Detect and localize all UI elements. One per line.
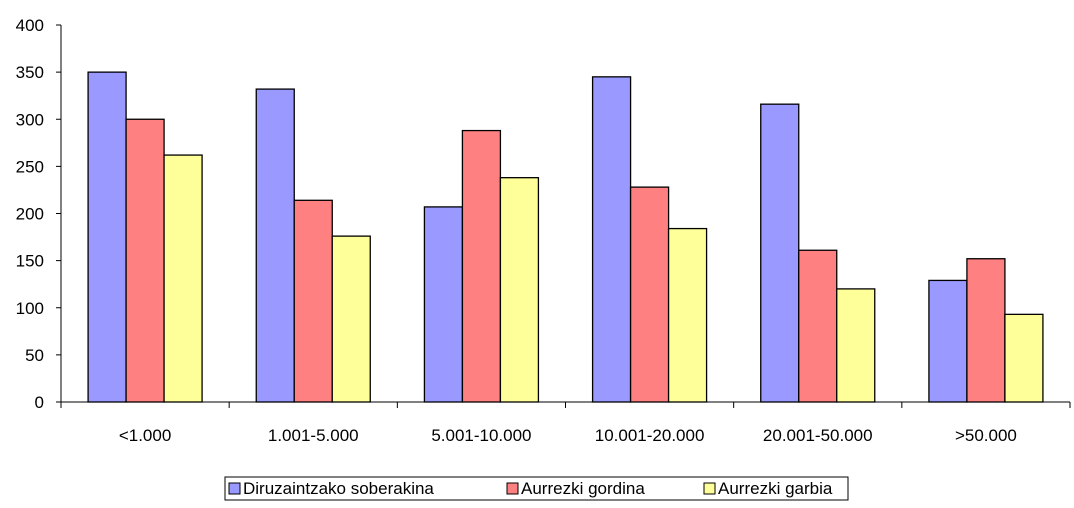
legend-swatch xyxy=(703,482,716,495)
x-tick-label: 5.001-10.000 xyxy=(431,426,531,445)
x-axis: <1.000 1.001-5.000 5.001-10.000 10.001-20.0… xyxy=(60,401,1071,445)
x-tick-label: <1.000 xyxy=(119,426,171,445)
bar xyxy=(125,118,165,403)
bar xyxy=(499,177,540,403)
bar xyxy=(293,199,333,403)
y-tick-label: 300 xyxy=(16,110,44,129)
x-tick-label: 10.001-20.000 xyxy=(595,426,705,445)
bar xyxy=(629,186,670,403)
bar xyxy=(461,129,502,403)
y-tick-label: 250 xyxy=(16,157,44,176)
bar xyxy=(667,227,708,403)
y-tick-label: 50 xyxy=(25,346,44,365)
y-axis: 0 50 100 150 200 250 300 350 400 xyxy=(16,16,62,412)
bar xyxy=(331,235,371,403)
legend-box xyxy=(224,476,849,501)
y-tick-label: 400 xyxy=(16,16,44,35)
bars-group xyxy=(87,71,1044,403)
y-tick-label: 350 xyxy=(16,63,44,82)
y-tick-label: 0 xyxy=(35,393,44,412)
bar xyxy=(928,279,968,403)
legend-swatch xyxy=(228,482,241,495)
legend: Diruzaintzako soberakina Aurrezki gordina… xyxy=(224,476,849,501)
legend-label: Diruzaintzako soberakina xyxy=(243,479,434,498)
bar xyxy=(591,76,632,403)
bar xyxy=(1004,313,1044,403)
x-tick-label: 20.001-50.000 xyxy=(763,426,873,445)
y-tick-label: 150 xyxy=(16,252,44,271)
bar xyxy=(798,249,838,403)
bar xyxy=(760,103,800,403)
bar xyxy=(87,71,127,403)
x-tick-label: 1.001-5.000 xyxy=(268,426,359,445)
bar xyxy=(423,206,464,403)
x-tick-label: >50.000 xyxy=(955,426,1017,445)
bar xyxy=(836,288,876,403)
legend-label: Aurrezki garbia xyxy=(718,479,833,498)
bar xyxy=(255,88,295,403)
bar xyxy=(163,154,203,403)
legend-swatch xyxy=(506,482,519,495)
y-tick-label: 200 xyxy=(16,205,44,224)
bar xyxy=(966,258,1006,403)
y-tick-label: 100 xyxy=(16,299,44,318)
legend-label: Aurrezki gordina xyxy=(521,479,645,498)
